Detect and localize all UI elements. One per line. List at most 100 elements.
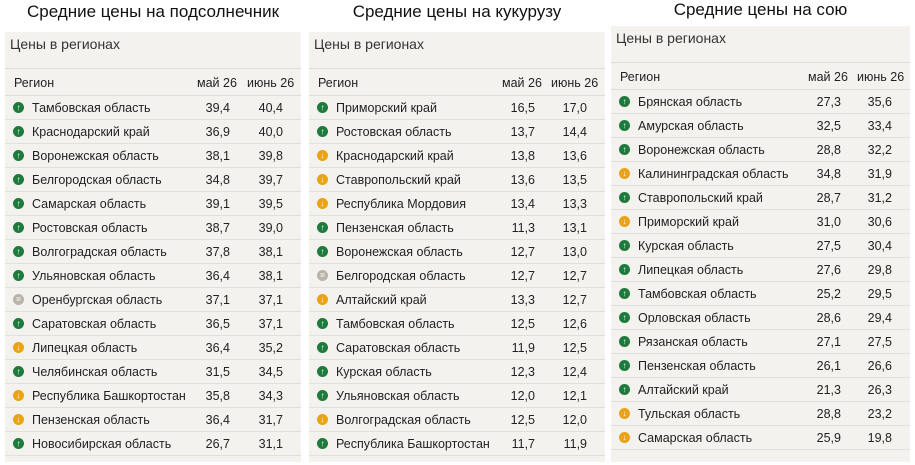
- june-price: 17,0: [562, 101, 587, 115]
- table-row: ↓ Тульская область 28,8 23,2: [611, 402, 910, 426]
- header-region: Регион: [620, 70, 661, 84]
- may-price: 32,5: [816, 119, 841, 133]
- table-row: ↑ Рязанская область 27,1 27,5: [611, 330, 910, 354]
- trend-down-icon: ↓: [619, 216, 630, 227]
- header-may: май 26: [197, 76, 237, 90]
- table-row: ↑ Новосибирская область 26,7 31,1: [5, 432, 301, 456]
- region-name: Амурская область: [638, 119, 744, 133]
- may-price: 36,4: [205, 413, 230, 427]
- june-price: 37,1: [258, 317, 283, 331]
- region-name: Самарская область: [638, 431, 753, 445]
- may-price: 27,3: [816, 95, 841, 109]
- june-price: 39,5: [258, 197, 283, 211]
- table-row: ↑ Воронежская область 28,8 32,2: [611, 138, 910, 162]
- trend-up-icon: ↑: [619, 384, 630, 395]
- table-row: ↓ Калининградская область 34,8 31,9: [611, 162, 910, 186]
- region-name: Алтайский край: [336, 293, 427, 307]
- table-header: Регион май 26 июнь 26: [309, 68, 605, 96]
- region-name: Республика Башкортостан: [336, 437, 490, 451]
- table-row: ↑ Ульяновская область 12,0 12,1: [309, 384, 605, 408]
- table-row: ↑ Тамбовская область 12,5 12,6: [309, 312, 605, 336]
- table-row: ↓ Алтайский край 13,3 12,7: [309, 288, 605, 312]
- card-title: Цены в регионах: [10, 36, 120, 52]
- may-price: 39,4: [205, 101, 230, 115]
- table-row: = Белгородская область 12,7 12,7: [309, 264, 605, 288]
- region-name: Краснодарский край: [32, 125, 150, 139]
- corn-prices-panel: Средние цены на кукурузу Цены в регионах…: [309, 0, 605, 465]
- may-price: 37,1: [205, 293, 230, 307]
- june-price: 35,2: [258, 341, 283, 355]
- table-row: ↑ Курская область 12,3 12,4: [309, 360, 605, 384]
- trend-down-icon: ↓: [619, 432, 630, 443]
- table-row: ↑ Брянская область 27,3 35,6: [611, 90, 910, 114]
- table-row: ↑ Самарская область 39,1 39,5: [5, 192, 301, 216]
- region-name: Алтайский край: [638, 383, 729, 397]
- header-june: июнь 26: [551, 76, 599, 90]
- trend-up-icon: ↑: [317, 342, 328, 353]
- header-region: Регион: [318, 76, 359, 90]
- june-price: 34,3: [258, 389, 283, 403]
- june-price: 19,8: [867, 431, 892, 445]
- region-name: Новосибирская область: [32, 437, 172, 451]
- may-price: 27,6: [816, 263, 841, 277]
- trend-down-icon: ↓: [317, 150, 328, 161]
- may-price: 34,8: [205, 173, 230, 187]
- may-price: 11,7: [511, 437, 535, 451]
- trend-up-icon: ↑: [13, 246, 24, 257]
- trend-up-icon: ↑: [317, 438, 328, 449]
- may-price: 37,8: [205, 245, 230, 259]
- table-row: ↑ Амурская область 32,5 33,4: [611, 114, 910, 138]
- region-name: Белгородская область: [336, 269, 466, 283]
- header-region: Регион: [14, 76, 55, 90]
- june-price: 12,4: [562, 365, 587, 379]
- may-price: 12,5: [510, 317, 535, 331]
- table-row: ↑ Алтайский край 21,3 26,3: [611, 378, 910, 402]
- region-name: Пензенская область: [638, 359, 756, 373]
- june-price: 12,6: [562, 317, 587, 331]
- june-price: 13,3: [562, 197, 587, 211]
- table-row: ↑ Курская область 27,5 30,4: [611, 234, 910, 258]
- june-price: 39,7: [258, 173, 283, 187]
- june-price: 39,0: [258, 221, 283, 235]
- card-title: Цены в регионах: [616, 30, 726, 46]
- region-name: Калининградская область: [638, 167, 789, 181]
- table-header: Регион май 26 июнь 26: [611, 62, 910, 90]
- may-price: 11,9: [511, 341, 535, 355]
- table-row: ↑ Тамбовская область 39,4 40,4: [5, 96, 301, 120]
- region-name: Пензенская область: [336, 221, 454, 235]
- june-price: 12,1: [562, 389, 587, 403]
- june-price: 27,5: [867, 335, 892, 349]
- trend-up-icon: ↑: [317, 390, 328, 401]
- region-name: Ставропольский край: [638, 191, 763, 205]
- may-price: 12,7: [510, 245, 535, 259]
- region-name: Курская область: [638, 239, 734, 253]
- june-price: 13,0: [562, 245, 587, 259]
- may-price: 28,8: [816, 143, 841, 157]
- trend-up-icon: ↑: [317, 126, 328, 137]
- trend-up-icon: ↑: [13, 150, 24, 161]
- table-row: ↑ Саратовская область 36,5 37,1: [5, 312, 301, 336]
- june-price: 33,4: [867, 119, 892, 133]
- trend-up-icon: ↑: [619, 240, 630, 251]
- table-header: Регион май 26 июнь 26: [5, 68, 301, 96]
- may-price: 36,9: [205, 125, 230, 139]
- table-row: ↑ Липецкая область 27,6 29,8: [611, 258, 910, 282]
- trend-up-icon: ↑: [13, 366, 24, 377]
- header-may: май 26: [808, 70, 848, 84]
- region-name: Волгоградская область: [32, 245, 167, 259]
- may-price: 16,5: [510, 101, 535, 115]
- june-price: 39,8: [258, 149, 283, 163]
- june-price: 12,7: [562, 269, 587, 283]
- trend-up-icon: ↑: [13, 318, 24, 329]
- june-price: 30,4: [867, 239, 892, 253]
- region-name: Ставропольский край: [336, 173, 461, 187]
- may-price: 12,7: [510, 269, 535, 283]
- june-price: 31,2: [867, 191, 892, 205]
- may-price: 31,0: [816, 215, 841, 229]
- table-row: ↑ Тамбовская область 25,2 29,5: [611, 282, 910, 306]
- table-row: ↑ Пензенская область 26,1 26,6: [611, 354, 910, 378]
- region-name: Краснодарский край: [336, 149, 454, 163]
- may-price: 13,3: [510, 293, 535, 307]
- region-name: Липецкая область: [32, 341, 138, 355]
- june-price: 29,8: [867, 263, 892, 277]
